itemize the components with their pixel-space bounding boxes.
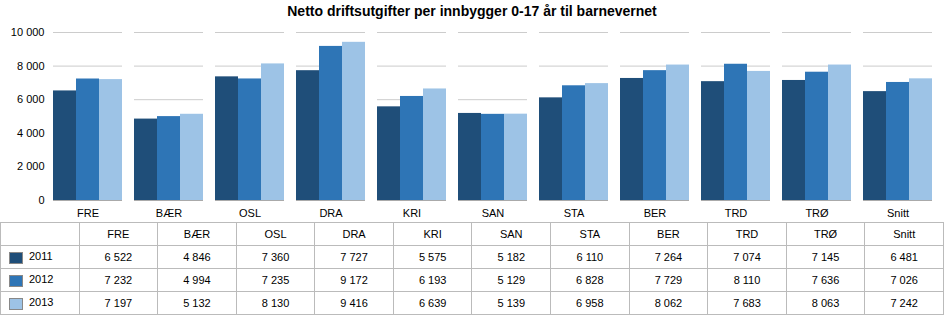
html-text:8 110: 8 110 [733,274,761,286]
html-text:7 729: 7 729 [654,274,683,286]
svg-text:2 000: 2 000 [17,160,45,172]
html-text:6 828: 6 828 [576,274,604,286]
html-text:2013: 2013 [29,296,54,309]
html-text:6 522: 6 522 [104,251,133,263]
html-text:9 416: 9 416 [340,297,368,309]
svg-text:TRØ: TRØ [805,207,829,219]
html-text:9 172: 9 172 [340,274,368,286]
html-text:7 197: 7 197 [104,297,133,309]
svg-text:4 000: 4 000 [17,127,45,139]
svg-text:BER: BER [644,207,667,219]
html-text:5 575: 5 575 [418,251,447,263]
html-text:7 683: 7 683 [733,297,761,309]
html-text:7 026: 7 026 [890,274,918,286]
svg-text:KRI: KRI [403,207,421,219]
html-text:TRØ: TRØ [814,228,838,240]
svg-text:STA: STA [564,207,585,219]
html-text:7 232: 7 232 [104,274,133,286]
html-text:FRE: FRE [107,228,130,240]
html-text:4 846: 4 846 [183,251,211,263]
html-text:Snitt: Snitt [893,228,916,240]
html-text:6 958: 6 958 [576,297,604,309]
svg-text:6 000: 6 000 [17,93,45,105]
html-text:5 129: 5 129 [497,274,525,286]
html-text:TRD: TRD [735,228,759,240]
svg-text:SAN: SAN [482,207,505,219]
html-text:BÆR: BÆR [183,228,211,240]
html-text:2011: 2011 [29,250,53,263]
svg-text:10 000: 10 000 [11,26,45,38]
svg-text:0: 0 [38,194,44,206]
html-text:8 063: 8 063 [811,297,840,309]
html-text:6 639: 6 639 [418,297,447,309]
html-text:6 193: 6 193 [418,274,447,286]
html-text:7 360: 7 360 [261,251,290,263]
html-text:7 727: 7 727 [340,251,368,263]
svg-text:DRA: DRA [319,207,343,219]
html-text:8 130: 8 130 [261,297,290,309]
svg-text:Snitt: Snitt [887,207,909,219]
svg-text:OSL: OSL [239,207,261,219]
html-text:Netto driftsutgifter per innby: Netto driftsutgifter per innbygger 0-17 … [287,3,657,19]
html-text:5 139: 5 139 [497,297,525,309]
html-text:8 062: 8 062 [654,297,683,309]
svg-text:8 000: 8 000 [17,60,45,72]
html-text:7 264: 7 264 [654,251,683,263]
html-text:STA: STA [579,228,601,240]
html-text:OSL: OSL [264,228,287,240]
svg-text:TRD: TRD [725,207,748,219]
html-text:7 242: 7 242 [890,297,918,309]
html-text:7 636: 7 636 [811,274,840,286]
svg-text:BÆR: BÆR [156,207,182,219]
html-text:SAN: SAN [499,228,523,240]
html-text:5 182: 5 182 [497,251,525,263]
html-text:6 110: 6 110 [576,251,604,263]
html-text:7 074: 7 074 [733,251,761,263]
html-text:4 994: 4 994 [183,274,211,286]
html-text:6 481: 6 481 [890,251,918,263]
svg-text:FRE: FRE [77,207,99,219]
html-text:KRI: KRI [423,228,442,240]
html-text:5 132: 5 132 [183,297,211,309]
html-text:BER: BER [657,228,680,240]
html-text:7 145: 7 145 [811,251,840,263]
html-text:DRA: DRA [342,228,366,240]
html-text:7 235: 7 235 [261,274,290,286]
html-text:2012: 2012 [29,273,54,286]
